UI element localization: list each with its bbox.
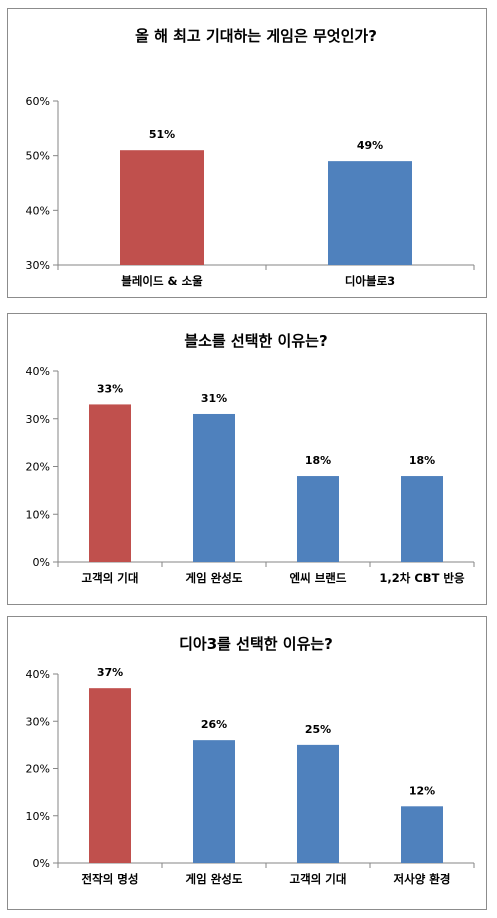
chart3-bar (193, 740, 235, 863)
chart3-title: 디아3를 선택한 이유는? (179, 635, 333, 653)
chart-panel-2: 블소를 선택한 이유는? 0% 10% 20% 30% 40% 33% 고객의 기대 31% 게임… (7, 313, 487, 605)
chart3-data-label: 37% (97, 666, 123, 679)
chart1-category-label: 블레이드 & 소울 (121, 274, 203, 288)
chart1-category-label: 디아블로3 (345, 274, 395, 288)
chart1-bar (120, 150, 204, 265)
chart1-y-tick-label: 60% (26, 95, 50, 108)
chart-panel-3: 디아3를 선택한 이유는? 0% 10% 20% 30% 40% 37% 전작의 명성 26% 게… (7, 616, 487, 910)
chart2-y-tick-label: 20% (26, 461, 50, 474)
chart3-bar (89, 688, 131, 863)
chart1-data-label: 51% (149, 128, 175, 141)
chart2-data-label: 18% (305, 454, 331, 467)
chart2-y-tick-label: 30% (26, 413, 50, 426)
chart3-category-label: 저사양 환경 (394, 872, 451, 886)
chart2-data-label: 33% (97, 382, 123, 395)
chart-svg-3: 디아3를 선택한 이유는? 0% 10% 20% 30% 40% 37% 전작의 명성 26% 게… (26, 635, 475, 886)
chart3-y-tick-label: 30% (26, 715, 50, 728)
chart2-bar (193, 413, 235, 562)
chart3-category-label: 고객의 기대 (290, 872, 347, 886)
chart2-bar (297, 476, 339, 562)
chart1-data-label: 49% (357, 139, 383, 152)
chart3-bar (297, 744, 339, 863)
chart-panel-1: 올 해 최고 기대하는 게임은 무엇인가? 30% 40% 50% 60% 51% 블레이드… (7, 8, 487, 298)
chart1-title: 올 해 최고 기대하는 게임은 무엇인가? (135, 27, 377, 45)
chart3-data-label: 26% (201, 718, 227, 731)
chart3-y-tick-label: 40% (26, 668, 50, 681)
chart2-y-tick-label: 40% (26, 365, 50, 378)
chart2-y-tick-label: 10% (26, 508, 50, 521)
chart1-y-tick-label: 40% (26, 204, 50, 217)
chart1-y-tick-label: 30% (26, 259, 50, 272)
chart3-bar (401, 806, 443, 863)
chart2-data-label: 18% (409, 454, 435, 467)
chart2-bar (401, 476, 443, 562)
chart1-y-tick-label: 50% (26, 150, 50, 163)
chart3-y-tick-label: 20% (26, 763, 50, 776)
chart2-category-label: 고객의 기대 (82, 571, 139, 585)
chart2-bar (89, 404, 131, 562)
chart3-y-tick-label: 0% (33, 857, 50, 870)
chart-svg-1: 올 해 최고 기대하는 게임은 무엇인가? 30% 40% 50% 60% 51% 블레이드… (26, 27, 475, 288)
chart3-category-label: 전작의 명성 (82, 872, 139, 886)
chart2-y-tick-label: 0% (33, 556, 50, 569)
chart2-data-label: 31% (201, 392, 227, 405)
chart-svg-2: 블소를 선택한 이유는? 0% 10% 20% 30% 40% 33% 고객의 기대 31% 게임… (26, 332, 475, 585)
chart2-category-label: 게임 완성도 (186, 571, 243, 585)
chart2-title: 블소를 선택한 이유는? (184, 332, 327, 350)
chart3-data-label: 12% (409, 784, 435, 797)
chart2-category-label: 1,2차 CBT 반응 (379, 571, 465, 585)
chart3-data-label: 25% (305, 723, 331, 736)
chart1-bar (328, 161, 412, 265)
chart3-category-label: 게임 완성도 (186, 872, 243, 886)
chart3-y-tick-label: 10% (26, 810, 50, 823)
chart2-category-label: 엔씨 브랜드 (290, 571, 347, 585)
